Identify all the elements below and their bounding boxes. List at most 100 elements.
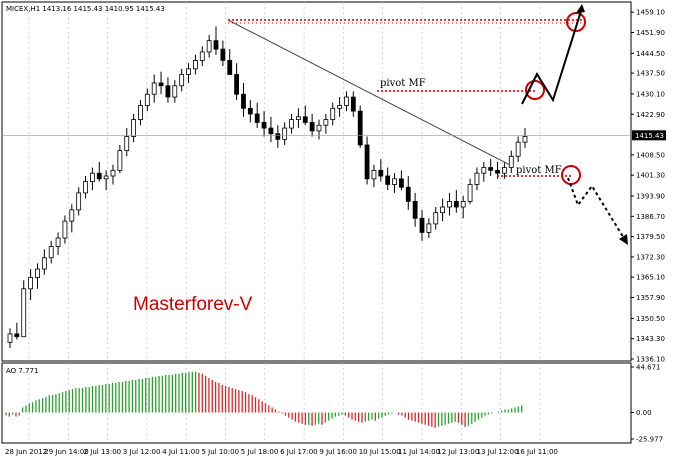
y-tick-label: 1451.90 [636,29,665,37]
candle-body-down [261,122,267,129]
y-tick-label: 1408.50 [636,151,665,159]
x-tick-label: 3 Jul 12:00 [123,448,161,456]
candle [357,105,363,148]
candle [69,204,75,233]
candle-body-up [474,172,480,185]
annotations-layer: pivot MF pivot MF Masterforev-V [133,4,628,315]
candle [90,167,95,191]
candle [117,144,123,174]
candle-body-up [41,257,47,270]
y-tick-label: 1343.30 [636,335,665,343]
x-tick-label: 11 Jul 14:00 [398,448,440,456]
candle [206,35,212,58]
vertical-grid [28,2,541,443]
candle [474,167,480,191]
candle-body-up [103,175,109,180]
candle-body-up [76,192,82,211]
candle [35,263,40,289]
y-tick-label: 1372.30 [636,253,665,261]
candle [138,99,143,126]
candle-body-down [158,82,164,87]
symbol-header: MICEX,H1 1413.16 1415.43 1410.95 1415.43 [6,5,165,13]
candle [158,71,164,95]
down-arrow-path [567,177,626,241]
x-tick-label: 6 Jul 17:00 [280,448,318,456]
y-tick-label: 1401.30 [636,172,665,180]
ao-axis: 44.671 0.00 -25.977 [631,364,663,444]
candle-body-down [213,40,219,50]
candle [330,102,336,126]
candle [62,215,68,244]
candle [508,150,514,174]
candle-body-up [186,68,191,75]
candle-body-down [254,113,260,123]
candle-body-down [309,122,315,132]
up-arrow-path [521,7,583,105]
candle [501,161,507,179]
candle [344,91,349,112]
candle-body-up [392,178,397,185]
candle [234,63,240,100]
candle [515,136,521,162]
candle-body-down [247,107,253,115]
y-tick-label: 1365.10 [636,274,665,282]
price-axis: 1459.10 1451.90 1444.50 1437.50 1430.10 1422.… [2,9,666,364]
candle-body-up [117,150,123,171]
pivot-label-top: pivot MF [380,78,426,89]
candle-body-up [83,181,88,194]
candle-body-down [453,200,459,208]
candle [172,80,178,103]
x-tick-label: 10 Jul 15:00 [359,448,401,456]
candle-body-up [289,119,294,129]
x-tick-label: 5 Jul 10:00 [202,448,240,456]
candle-body-down [495,169,500,174]
candle [96,161,102,182]
candle [199,46,205,67]
candle-body-up [144,93,150,106]
candle [83,176,88,199]
candle-body-up [21,288,27,338]
y-tick-label: 1357.90 [636,294,665,302]
candle-body-up [344,96,349,106]
candle-body-up [179,74,185,87]
candle [447,192,452,216]
candle [440,198,446,222]
candle-body-up [90,172,95,183]
x-tick-label: 28 Jun 2012 [5,448,47,456]
candle [268,116,274,143]
candle-body-down [220,48,226,61]
candle [522,128,528,148]
ao-tick-label: -25.977 [636,436,663,444]
candle-body-down [165,85,171,98]
candle-body-up [330,107,336,121]
candle-body-up [206,40,212,53]
candle-body-down [385,175,391,185]
candle-body-down [14,333,20,338]
candle-body-up [138,105,143,121]
candle [481,161,487,182]
candle-body-down [302,116,308,123]
candle-body-up [35,268,40,278]
candle-body-up [433,212,439,225]
candle [220,40,226,67]
candle [254,102,260,129]
candle-body-up [131,119,137,137]
candle-body-down [275,133,281,140]
candle-body-up [460,200,466,208]
x-tick-label: 4 Jul 11:00 [162,448,200,456]
main-plot-frame [1,1,632,362]
candle [405,176,411,210]
candle [110,164,116,185]
candle-body-up [172,85,178,98]
current-price-label: 1415.43 [635,132,664,140]
candle-body-up [426,223,432,233]
candle-body-up [28,277,34,290]
pivot-circle-mid [525,80,545,100]
down-arrow-head [619,234,628,245]
candle [7,328,13,349]
x-tick-label: 12 Jul 13:00 [437,448,479,456]
candle-body-down [419,217,425,233]
y-tick-label: 1430.10 [636,90,665,98]
candle-body-up [282,127,288,140]
